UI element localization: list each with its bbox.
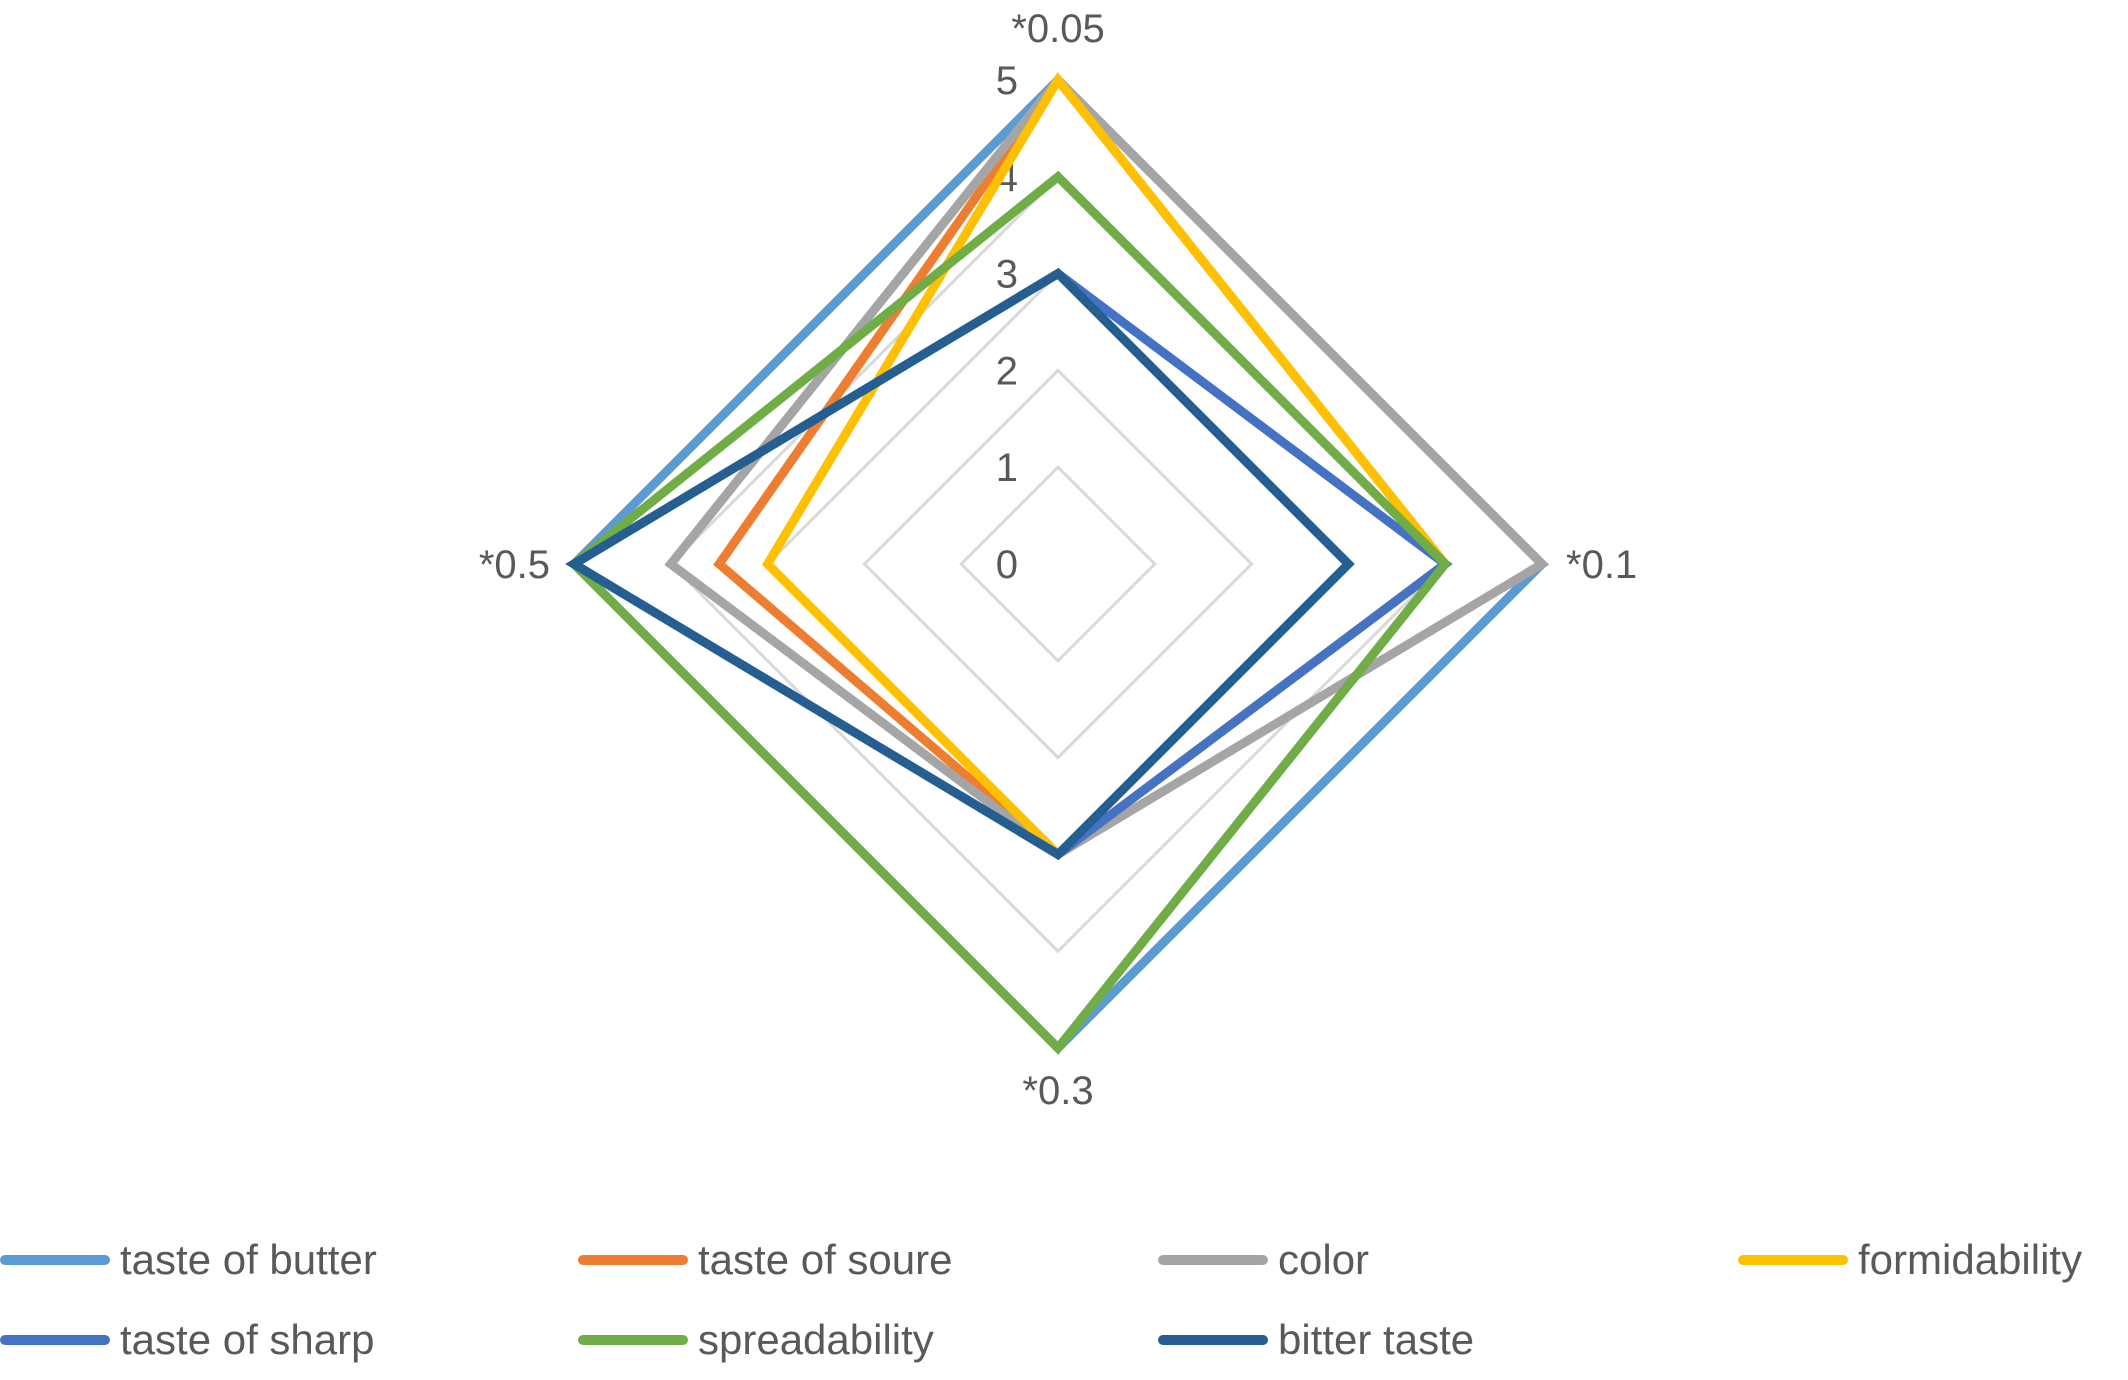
tick-label: 3: [996, 253, 1018, 297]
category-label: *0.05: [1011, 7, 1104, 51]
legend-swatch: [1158, 1335, 1268, 1345]
legend-swatch: [0, 1335, 110, 1345]
legend-label: formidability: [1858, 1236, 2083, 1283]
legend: taste of butter taste of soure color formid…: [0, 1225, 2128, 1375]
legend-swatch: [1738, 1255, 1848, 1265]
legend-item: taste of sharp: [0, 1305, 374, 1375]
tick-label: 2: [996, 349, 1018, 393]
tick-label: 0: [996, 543, 1018, 587]
grid-ring-4: [668, 174, 1448, 954]
series-line-spreadability: [567, 170, 1452, 1055]
category-labels: *0.05 *0.1 *0.3 *0.5: [479, 7, 1637, 1113]
grid-ring-2: [862, 368, 1254, 760]
grid-ring-3: [765, 271, 1351, 857]
legend-swatch: [578, 1255, 688, 1265]
legend-label: taste of soure: [698, 1236, 953, 1283]
category-label: *0.5: [479, 543, 550, 587]
legend-label: taste of butter: [120, 1236, 377, 1283]
legend-swatch: [578, 1335, 688, 1345]
category-label: *0.3: [1022, 1069, 1093, 1113]
legend-label: spreadability: [698, 1316, 934, 1363]
tick-label: 5: [996, 59, 1018, 103]
legend-item: taste of butter: [0, 1225, 377, 1295]
grid-ring-1: [959, 465, 1157, 663]
series-line-color: [664, 73, 1550, 860]
category-label: *0.1: [1566, 543, 1637, 587]
legend-item: bitter taste: [1158, 1305, 1474, 1375]
legend-item: taste of soure: [578, 1225, 952, 1295]
tick-label: 1: [996, 446, 1018, 490]
legend-item: color: [1158, 1225, 1369, 1295]
legend-label: taste of sharp: [120, 1316, 375, 1363]
legend-label: color: [1278, 1236, 1370, 1283]
series-line-bitter-taste: [565, 267, 1355, 861]
legend-item: formidability: [1738, 1225, 2082, 1295]
legend-swatch: [0, 1255, 110, 1265]
series-lines: [565, 72, 1550, 1055]
legend-item: spreadability: [578, 1305, 934, 1375]
legend-label: bitter taste: [1278, 1316, 1475, 1363]
legend-swatch: [1158, 1255, 1268, 1265]
